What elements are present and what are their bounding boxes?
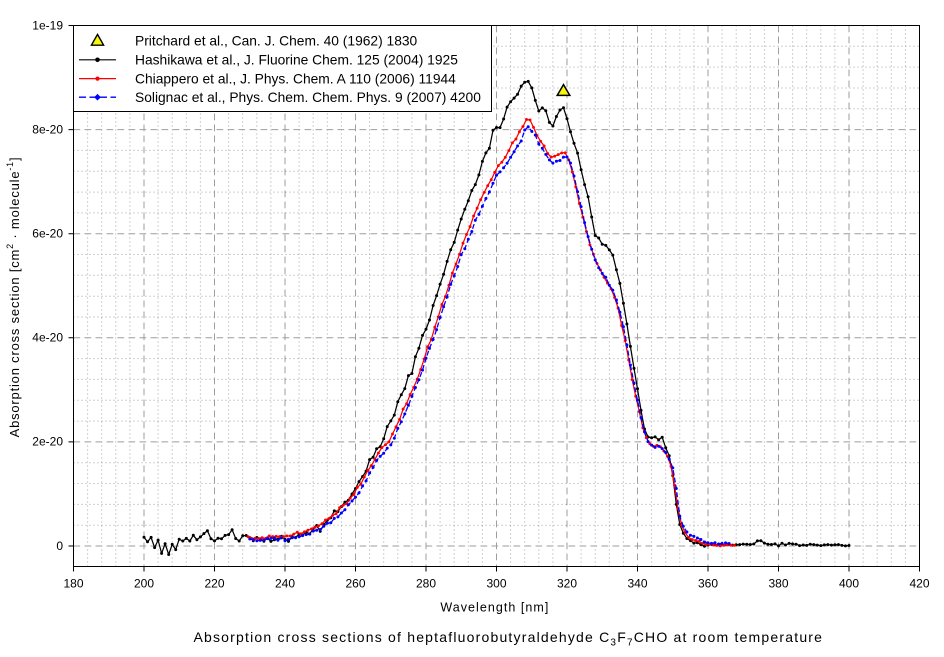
svg-text:360: 360	[698, 576, 718, 590]
svg-text:Chiappero et al., J. Phys. Che: Chiappero et al., J. Phys. Chem. A 110 (…	[135, 71, 456, 86]
svg-text:Pritchard et al., Can. J. Chem: Pritchard et al., Can. J. Chem. 40 (1962…	[135, 33, 418, 48]
svg-text:2e-20: 2e-20	[32, 435, 63, 449]
svg-text:Solignac et al., Phys. Chem. C: Solignac et al., Phys. Chem. Chem. Phys.…	[135, 90, 481, 105]
svg-text:8e-20: 8e-20	[32, 122, 63, 136]
svg-text:300: 300	[486, 576, 506, 590]
svg-text:220: 220	[204, 576, 224, 590]
svg-text:180: 180	[63, 576, 83, 590]
svg-text:260: 260	[345, 576, 365, 590]
svg-text:Absorption cross sections of h: Absorption cross sections of heptafluoro…	[193, 629, 823, 649]
svg-text:Wavelength [nm]: Wavelength [nm]	[440, 601, 549, 615]
svg-text:Hashikawa et al., J. Fluorine: Hashikawa et al., J. Fluorine Chem. 125 …	[135, 53, 458, 68]
svg-text:200: 200	[134, 576, 154, 590]
svg-text:1e-19: 1e-19	[32, 18, 63, 32]
svg-text:420: 420	[909, 576, 929, 590]
svg-text:4e-20: 4e-20	[32, 331, 63, 345]
svg-text:380: 380	[768, 576, 788, 590]
svg-text:320: 320	[557, 576, 577, 590]
svg-text:240: 240	[275, 576, 295, 590]
svg-text:6e-20: 6e-20	[32, 227, 63, 241]
svg-text:280: 280	[416, 576, 436, 590]
svg-text:0: 0	[56, 539, 63, 553]
svg-text:340: 340	[627, 576, 647, 590]
svg-text:400: 400	[839, 576, 859, 590]
svg-text:Absorption cross section [cm2: Absorption cross section [cm2 · molecule…	[5, 157, 22, 438]
